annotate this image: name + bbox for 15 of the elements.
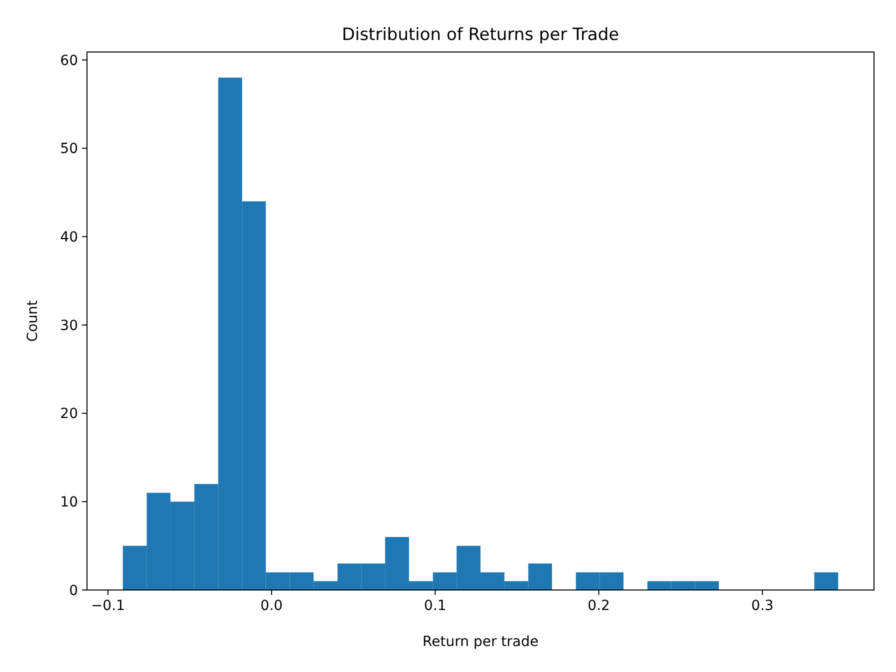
y-tick-label: 60 [60,52,78,69]
x-tick-label: 0.2 [588,598,610,614]
x-tick-label: −0.1 [90,598,125,614]
y-tick-label: 40 [60,230,78,246]
x-axis-title: Return per trade [422,634,538,650]
x-tick-label: 0.1 [424,598,446,614]
y-axis-title: Count [25,300,41,342]
x-tick-label: 0.0 [260,598,283,614]
y-tick-label: 10 [60,494,78,511]
y-tick-label: 30 [60,318,78,334]
y-tick-label: 0 [69,582,78,599]
y-tick-label: 50 [60,141,78,158]
y-tick-label: 20 [60,406,78,422]
chart-title: Distribution of Returns per Trade [342,25,620,45]
x-tick-label: 0.3 [751,598,774,614]
